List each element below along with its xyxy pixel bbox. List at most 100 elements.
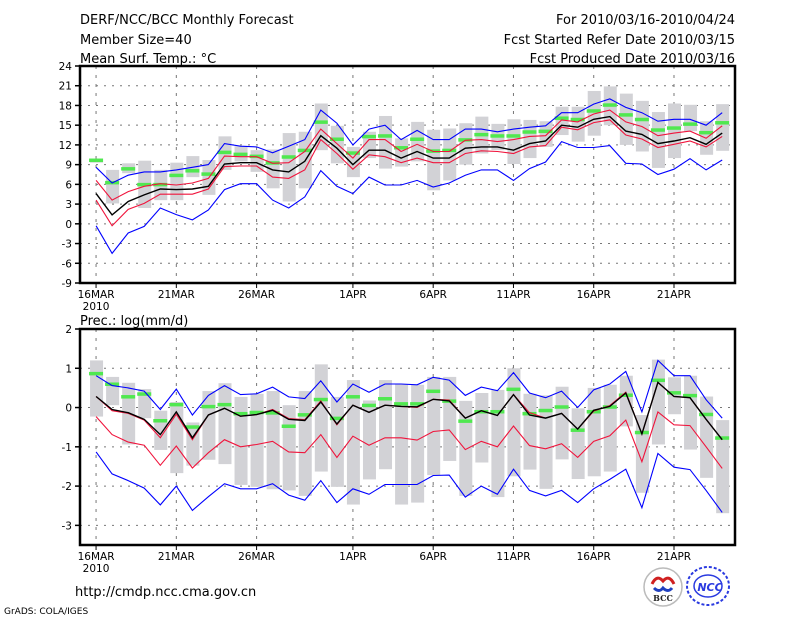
blue-lower-line: [95, 140, 723, 255]
blue-upper-line: [95, 359, 723, 419]
ensemble-range-bar: [346, 380, 360, 505]
green-marker-bar: [554, 405, 569, 409]
green-marker-bar: [715, 436, 730, 440]
ensemble-range-bar: [539, 395, 553, 489]
x-tick-label: 6APR: [419, 551, 447, 563]
green-marker-bar: [618, 113, 633, 117]
green-marker-bar: [169, 173, 184, 178]
ensemble-range-bar: [250, 150, 264, 172]
ensemble-range-bar: [186, 422, 200, 466]
y-tick-label: 0: [65, 219, 72, 231]
green-marker-bar: [201, 172, 216, 176]
green-marker-bar: [410, 402, 425, 406]
y-tick-label: 0: [65, 403, 72, 415]
ensemble-range-bar: [587, 387, 601, 477]
red-upper-line: [95, 109, 723, 201]
precip-panel-title: Prec.: log(mm/d): [80, 314, 188, 329]
green-marker-bar: [153, 419, 168, 423]
green-marker-bar: [185, 169, 200, 173]
x-tick-label: 16APR: [577, 289, 611, 301]
temp-panel-title: Mean Surf. Temp.: °C: [80, 52, 216, 67]
green-marker-bar: [105, 382, 120, 386]
green-marker-bar: [201, 404, 216, 409]
green-marker-bar: [153, 182, 168, 187]
ensemble-range-bar: [170, 162, 184, 201]
ensemble-range-bar: [523, 119, 537, 159]
green-marker-bar: [281, 424, 296, 429]
green-marker-bar: [506, 134, 521, 138]
grads-credit: GrADS: COLA/IGES: [4, 607, 88, 617]
ensemble-range-bar: [716, 420, 730, 514]
y-tick-label: 9: [65, 160, 72, 172]
green-marker-bar: [169, 402, 184, 407]
blue-lower-line: [95, 451, 723, 513]
figure-title: DERF/NCC/BCC Monthly Forecast: [80, 13, 294, 28]
forecast-period: For 2010/03/16-2010/04/24: [556, 13, 735, 28]
green-marker-bar: [297, 413, 312, 417]
y-tick-label: 15: [59, 120, 72, 132]
green-marker-bar: [394, 146, 409, 150]
green-marker-bar: [474, 409, 489, 414]
green-marker-bar: [650, 128, 665, 132]
y-tick-label: 12: [59, 140, 72, 152]
green-marker-bar: [699, 130, 714, 135]
y-tick-label: 6: [65, 179, 72, 191]
x-tick-label: 26MAR: [238, 289, 275, 301]
ensemble-range-bar: [507, 119, 521, 164]
green-marker-bar: [233, 411, 248, 416]
ensemble-range-bar: [459, 123, 473, 165]
ensemble-range-bar: [571, 106, 585, 142]
green-marker-bar: [121, 395, 136, 399]
x-tick-label: 11APR: [496, 289, 530, 301]
ensemble-range-bar: [218, 383, 232, 465]
ensemble-range-bar: [282, 133, 296, 202]
y-tick-label: -6: [62, 258, 73, 270]
ensemble-range-bar: [266, 149, 280, 189]
green-marker-bar: [522, 130, 537, 134]
green-marker-bar: [554, 116, 569, 120]
ensemble-range-bar: [234, 396, 248, 485]
green-marker-bar: [265, 411, 280, 415]
green-marker-bar: [137, 392, 152, 396]
green-marker-bar: [249, 410, 264, 415]
ensemble-range-bar: [555, 386, 569, 460]
green-marker-bar: [570, 428, 585, 432]
green-marker-bar: [394, 402, 409, 406]
y-tick-label: 3: [65, 199, 72, 211]
x-tick-label: 16APR: [577, 551, 611, 563]
ensemble-range-bar: [459, 400, 473, 496]
ensemble-range-bar: [700, 396, 714, 478]
green-marker-bar: [683, 122, 698, 126]
x-tick-label: 1APR: [339, 289, 367, 301]
green-marker-bar: [378, 134, 393, 138]
green-marker-bar: [538, 129, 553, 134]
green-marker-bar: [378, 397, 393, 401]
fcst-started-date: Fcst Started Refer Date 2010/03/15: [504, 33, 735, 48]
red-lower-line: [95, 119, 723, 227]
ensemble-range-bar: [619, 375, 633, 427]
ensemble-range-bar: [330, 396, 344, 487]
ensemble-range-bar: [507, 368, 521, 477]
source-url[interactable]: http://cmdp.ncc.cma.gov.cn: [75, 585, 256, 600]
ensemble-range-bar: [250, 393, 264, 487]
red-lower-line: [95, 410, 723, 469]
green-marker-bar: [426, 389, 441, 394]
ensemble-range-bar: [138, 389, 152, 419]
green-marker-bar: [699, 412, 714, 417]
green-marker-bar: [329, 137, 344, 141]
y-tick-label: -3: [62, 520, 72, 532]
x-tick-label: 6APR: [419, 289, 447, 301]
x-tick-label: 21MAR: [158, 551, 195, 563]
ensemble-range-bar: [539, 121, 553, 147]
green-marker-bar: [345, 395, 360, 399]
x-tick-label: 16MAR: [78, 551, 115, 563]
ensemble-range-bar: [106, 376, 120, 406]
bcc-logo: BCC: [643, 567, 683, 607]
green-marker-bar: [345, 151, 360, 155]
ensemble-mean-line: [95, 381, 723, 441]
green-marker-bar: [570, 117, 585, 122]
y-tick-label: -2: [62, 481, 72, 493]
